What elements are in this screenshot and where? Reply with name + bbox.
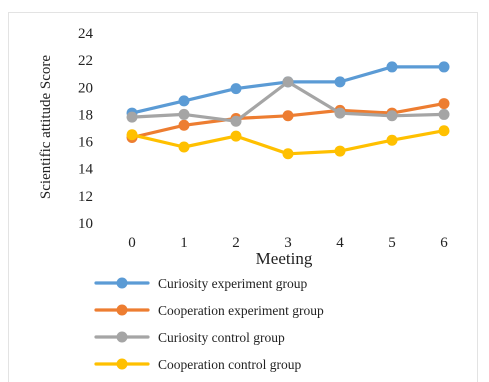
y-tick-label: 12 xyxy=(78,189,93,205)
data-point xyxy=(178,95,190,107)
frame-right-edge xyxy=(477,12,478,382)
data-point xyxy=(178,119,190,131)
y-tick-label: 16 xyxy=(78,135,94,151)
y-tick-label: 22 xyxy=(78,53,93,69)
x-tick-label: 6 xyxy=(440,235,448,251)
data-point xyxy=(386,61,398,73)
data-point xyxy=(178,108,190,120)
legend: Curiosity experiment group Cooperation ex… xyxy=(94,276,324,372)
x-tick-label: 4 xyxy=(336,235,344,251)
x-tick-label: 1 xyxy=(180,235,188,251)
data-point xyxy=(438,108,450,120)
series-layer xyxy=(126,61,450,160)
y-axis-label: Scientific attitude Score xyxy=(38,55,54,199)
legend-label: Cooperation control group xyxy=(158,357,301,372)
y-tick-label: 18 xyxy=(78,107,93,123)
x-tick-label: 0 xyxy=(128,235,136,251)
data-point xyxy=(386,134,398,146)
x-tick-label: 3 xyxy=(284,235,292,251)
x-axis-label: Meeting xyxy=(256,249,313,268)
y-tick-label: 24 xyxy=(78,26,94,42)
data-point xyxy=(282,148,294,160)
data-point xyxy=(386,110,398,122)
data-point xyxy=(438,61,450,73)
data-point xyxy=(334,145,346,157)
legend-label: Curiosity experiment group xyxy=(158,276,307,291)
data-point xyxy=(178,141,190,153)
legend-marker xyxy=(116,331,128,343)
series-line xyxy=(130,65,446,115)
data-point xyxy=(334,76,346,88)
frame-top-edge xyxy=(8,12,478,13)
y-tick-label: 10 xyxy=(78,216,93,232)
data-point xyxy=(438,125,450,137)
data-point xyxy=(126,111,138,123)
series-2 xyxy=(126,98,450,143)
legend-marker xyxy=(116,358,128,370)
legend-entry: Cooperation control group xyxy=(94,357,301,372)
data-point xyxy=(282,110,294,122)
data-point xyxy=(334,107,346,119)
data-point xyxy=(230,83,242,95)
legend-label: Curiosity control group xyxy=(158,330,285,345)
legend-entry: Cooperation experiment group xyxy=(94,303,324,318)
legend-label: Cooperation experiment group xyxy=(158,303,324,318)
data-point xyxy=(126,129,138,141)
legend-marker xyxy=(116,304,128,316)
frame-left-edge xyxy=(8,12,9,382)
data-point xyxy=(230,115,242,127)
data-point xyxy=(230,130,242,142)
data-point xyxy=(282,76,294,88)
legend-entry: Curiosity experiment group xyxy=(94,276,307,291)
y-tick-label: 14 xyxy=(78,162,94,178)
x-tick-label: 5 xyxy=(388,235,396,251)
series-4 xyxy=(126,125,450,160)
legend-marker xyxy=(116,277,128,289)
x-tick-label: 2 xyxy=(232,235,240,251)
data-point xyxy=(438,98,450,110)
series-3 xyxy=(126,76,450,127)
y-tick-label: 20 xyxy=(78,80,93,96)
legend-entry: Curiosity control group xyxy=(94,330,285,345)
